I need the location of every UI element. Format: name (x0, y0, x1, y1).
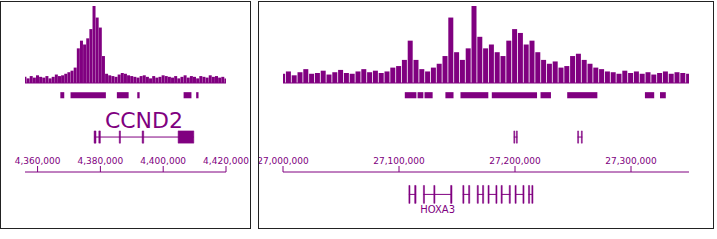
svg-text:27,300,000: 27,300,000 (605, 156, 657, 166)
svg-text:4,380,000: 4,380,000 (77, 156, 123, 166)
svg-text:4,420,000: 4,420,000 (203, 156, 249, 166)
svg-text:27,100,000: 27,100,000 (373, 156, 425, 166)
svg-text:27,000,000: 27,000,000 (259, 156, 309, 166)
svg-text:CCND2: CCND2 (105, 108, 183, 133)
svg-text:HOXA3: HOXA3 (420, 204, 455, 215)
svg-text:4,400,000: 4,400,000 (140, 156, 186, 166)
svg-text:4,360,000: 4,360,000 (15, 156, 61, 166)
svg-text:27,200,000: 27,200,000 (489, 156, 541, 166)
